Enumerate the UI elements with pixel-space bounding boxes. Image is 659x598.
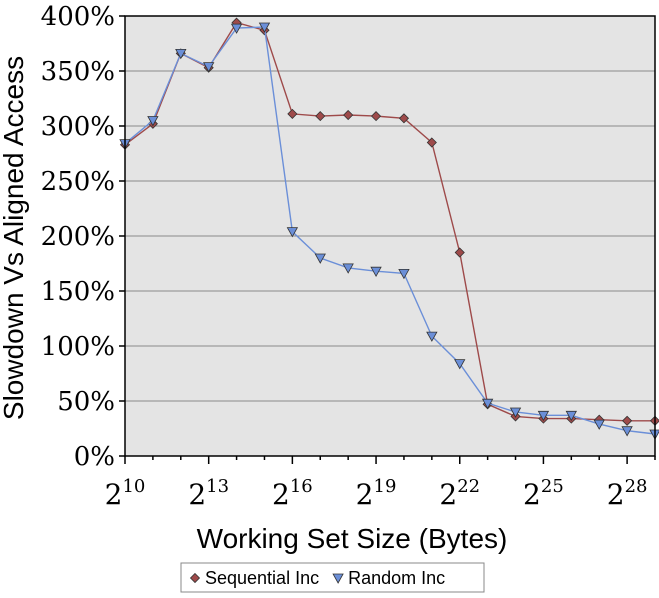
random-inc-point bbox=[509, 407, 522, 418]
y-tick-label: 350% bbox=[41, 57, 115, 87]
random-inc-point bbox=[175, 49, 187, 60]
sequential-inc-point bbox=[343, 109, 354, 121]
y-tick-label: 100% bbox=[41, 332, 115, 362]
random-inc-point bbox=[342, 263, 354, 274]
random-inc-point bbox=[565, 410, 577, 422]
sequential-inc-point bbox=[398, 113, 410, 124]
x-tick-label: 225 bbox=[523, 476, 564, 511]
y-tick-label: 300% bbox=[41, 112, 115, 142]
series-random-inc bbox=[119, 22, 659, 440]
x-axis-title: Working Set Size (Bytes) bbox=[197, 523, 508, 554]
random-inc-line bbox=[124, 26, 656, 435]
legend-marker-sequential-inc bbox=[189, 572, 201, 584]
x-tick-label: 210 bbox=[105, 476, 146, 511]
sequential-inc-point bbox=[315, 111, 326, 122]
random-inc-point bbox=[426, 331, 438, 342]
axis-ticks: 0% 50% 100% 150% 200% 250% 300% 350% 400% 210 213 2… bbox=[41, 2, 656, 511]
y-tick-label: 0% bbox=[74, 442, 115, 472]
random-inc-point bbox=[454, 359, 466, 370]
data-series bbox=[119, 17, 659, 440]
y-tick-label: 250% bbox=[41, 167, 115, 197]
random-inc-point bbox=[203, 62, 215, 73]
random-inc-point bbox=[593, 419, 605, 430]
legend: Sequential Inc Random Inc bbox=[180, 562, 485, 593]
sequential-inc-point bbox=[370, 111, 382, 122]
random-inc-point bbox=[258, 22, 271, 33]
sequential-inc-point bbox=[454, 247, 465, 258]
random-inc-point bbox=[398, 268, 410, 280]
random-inc-point bbox=[481, 398, 494, 410]
sequential-inc-point bbox=[426, 137, 437, 148]
sequential-inc-point bbox=[287, 108, 298, 119]
x-tick-label: 213 bbox=[188, 476, 229, 511]
legend-marker-random-inc bbox=[332, 573, 344, 584]
sequential-inc-point bbox=[622, 415, 633, 426]
y-tick-label: 150% bbox=[41, 277, 115, 307]
x-tick-label: 228 bbox=[607, 476, 648, 511]
x-tick-label: 222 bbox=[439, 476, 480, 511]
y-tick-label: 400% bbox=[41, 2, 115, 32]
y-axis-title: Slowdown Vs Aligned Access bbox=[0, 56, 29, 420]
x-tick-label: 216 bbox=[272, 476, 313, 511]
random-inc-point bbox=[314, 253, 326, 264]
x-tick-label: 219 bbox=[356, 476, 397, 511]
random-inc-point bbox=[286, 227, 299, 238]
random-inc-point bbox=[147, 116, 159, 127]
random-inc-point bbox=[621, 426, 633, 437]
y-tick-label: 200% bbox=[41, 222, 115, 252]
legend-label-sequential-inc: Sequential Inc bbox=[205, 568, 319, 588]
legend-box bbox=[180, 562, 485, 593]
y-tick-label: 50% bbox=[57, 387, 115, 417]
legend-label-random-inc: Random Inc bbox=[348, 568, 445, 588]
random-inc-point bbox=[230, 23, 243, 34]
random-inc-point bbox=[370, 266, 382, 278]
random-inc-point bbox=[537, 410, 550, 422]
